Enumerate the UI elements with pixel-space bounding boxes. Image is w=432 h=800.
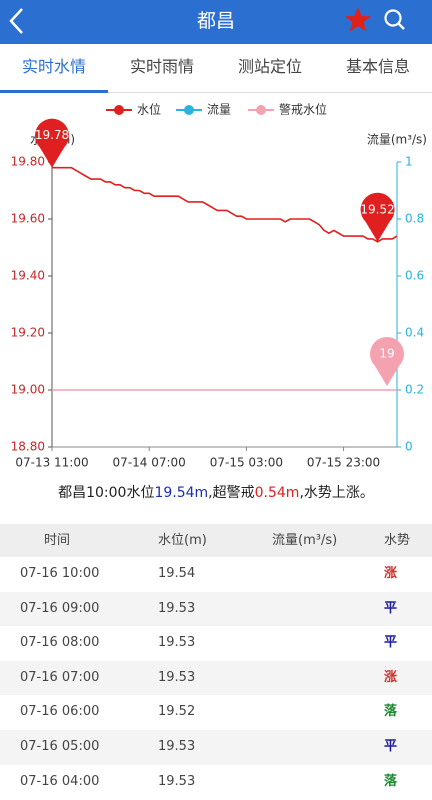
summary-part: ,水势上涨。: [299, 485, 374, 501]
tab[interactable]: 基本信息: [345, 57, 410, 76]
tab[interactable]: 测站定位: [237, 57, 302, 76]
x-tick-label: 07-15 03:00: [210, 456, 283, 470]
y-tick-label: 19.20: [11, 326, 45, 340]
trend-cell: 涨: [384, 566, 398, 581]
header-cell: 流量(m³/s): [272, 533, 338, 548]
marker-pin: [360, 192, 395, 242]
y2-tick-label: 0.4: [405, 326, 424, 340]
y-tick-label: 19.40: [11, 269, 45, 283]
time-cell: 07-16 08:00: [20, 635, 100, 651]
x-tick-label: 07-14 07:00: [113, 456, 186, 470]
header-cell: 时间: [44, 533, 71, 548]
y-tick-label: 19.60: [11, 212, 45, 226]
header-title: 都昌: [196, 10, 235, 32]
trend-cell: 落: [384, 704, 398, 720]
legend-label: 警戒水位: [279, 102, 327, 117]
time-cell: 07-16 04:00: [20, 773, 100, 789]
marker-pin: [370, 336, 404, 386]
y-tick-label: 19.80: [11, 155, 45, 169]
summary-part: 都昌10:00水位: [58, 485, 155, 501]
y-tick-label: 19.00: [11, 383, 45, 397]
header-cell: 水势: [384, 533, 411, 548]
tab[interactable]: 实时水情: [0, 44, 108, 93]
legend-swatch: [184, 105, 194, 115]
y2-tick-label: 0.2: [405, 383, 424, 397]
marker-label: 19.52: [360, 202, 394, 216]
trend-cell: 平: [384, 738, 398, 754]
header: 都昌: [0, 0, 432, 44]
summary-part: 19.54m: [154, 485, 209, 501]
legend-swatch: [114, 105, 124, 115]
marker-pin: [35, 118, 69, 168]
header-icons: [9, 7, 405, 34]
legend-swatch: [256, 105, 266, 115]
time-cell: 07-16 07:00: [20, 669, 100, 685]
x-tick-label: 07-15 23:00: [307, 456, 380, 470]
table-row: 07-16 06:00 19.52 落: [0, 695, 432, 730]
marker-label: 19.78: [35, 128, 69, 142]
table-row: 07-16 07:00 19.53 涨: [0, 660, 432, 696]
back-button[interactable]: [9, 8, 23, 34]
y2-tick-label: 1: [405, 155, 413, 169]
marker-label: 19: [379, 347, 394, 361]
summary-part: 0.54m: [254, 485, 300, 501]
y2-tick-label: 0.6: [405, 269, 424, 283]
table-row: 07-16 09:00 19.53 平: [0, 591, 432, 627]
level-cell: 19.53: [158, 738, 196, 754]
tab[interactable]: 实时雨情: [129, 57, 194, 76]
time-cell: 07-16 05:00: [20, 738, 100, 754]
level-cell: 19.52: [158, 704, 196, 720]
level-cell: 19.53: [158, 635, 196, 651]
summary-part: ,超警戒: [208, 485, 255, 501]
chart: 水位流量警戒水位水位(m)流量(m³/s)18.8019.0019.2019.4…: [11, 102, 427, 470]
data-table: 时间 水位(m) 流量(m³/s) 水势 07-16 10:00 19.54 涨 07-16 …: [0, 524, 432, 799]
series-line: [52, 166, 398, 243]
trend-cell: 平: [384, 635, 398, 651]
legend-label: 水位: [137, 102, 161, 117]
level-cell: 19.53: [158, 773, 196, 789]
table-row: 07-16 08:00 19.53 平: [0, 626, 432, 661]
favorite-button[interactable]: [345, 7, 371, 32]
time-cell: 07-16 06:00: [20, 704, 100, 720]
trend-cell: 平: [384, 600, 398, 616]
level-cell: 19.54: [158, 566, 196, 581]
y-tick-label: 18.80: [11, 440, 45, 454]
summary: 都昌10:00水位19.54m,超警戒0.54m,水势上涨。: [0, 482, 432, 502]
table-row: 07-16 05:00 19.53 平: [0, 729, 432, 765]
level-cell: 19.53: [158, 600, 196, 616]
level-cell: 19.53: [158, 669, 196, 685]
legend-label: 流量: [207, 103, 231, 117]
header-cell: 水位(m): [158, 533, 207, 548]
time-cell: 07-16 09:00: [20, 600, 100, 616]
trend-cell: 落: [384, 773, 398, 789]
y2-axis-title: 流量(m³/s): [367, 133, 427, 147]
table-header: 时间 水位(m) 流量(m³/s) 水势: [0, 524, 432, 557]
y2-tick-label: 0.8: [405, 212, 424, 226]
table-row: 07-16 04:00 19.53 落: [0, 765, 432, 800]
tab-bar: 实时水情 实时雨情 测站定位 基本信息: [0, 44, 432, 93]
time-cell: 07-16 10:00: [20, 566, 100, 581]
search-button[interactable]: [384, 9, 405, 30]
table-row: 07-16 10:00 19.54 涨: [0, 557, 432, 592]
y2-tick-label: 0: [405, 440, 413, 454]
trend-cell: 涨: [384, 669, 398, 685]
x-tick-label: 07-13 11:00: [15, 456, 88, 470]
